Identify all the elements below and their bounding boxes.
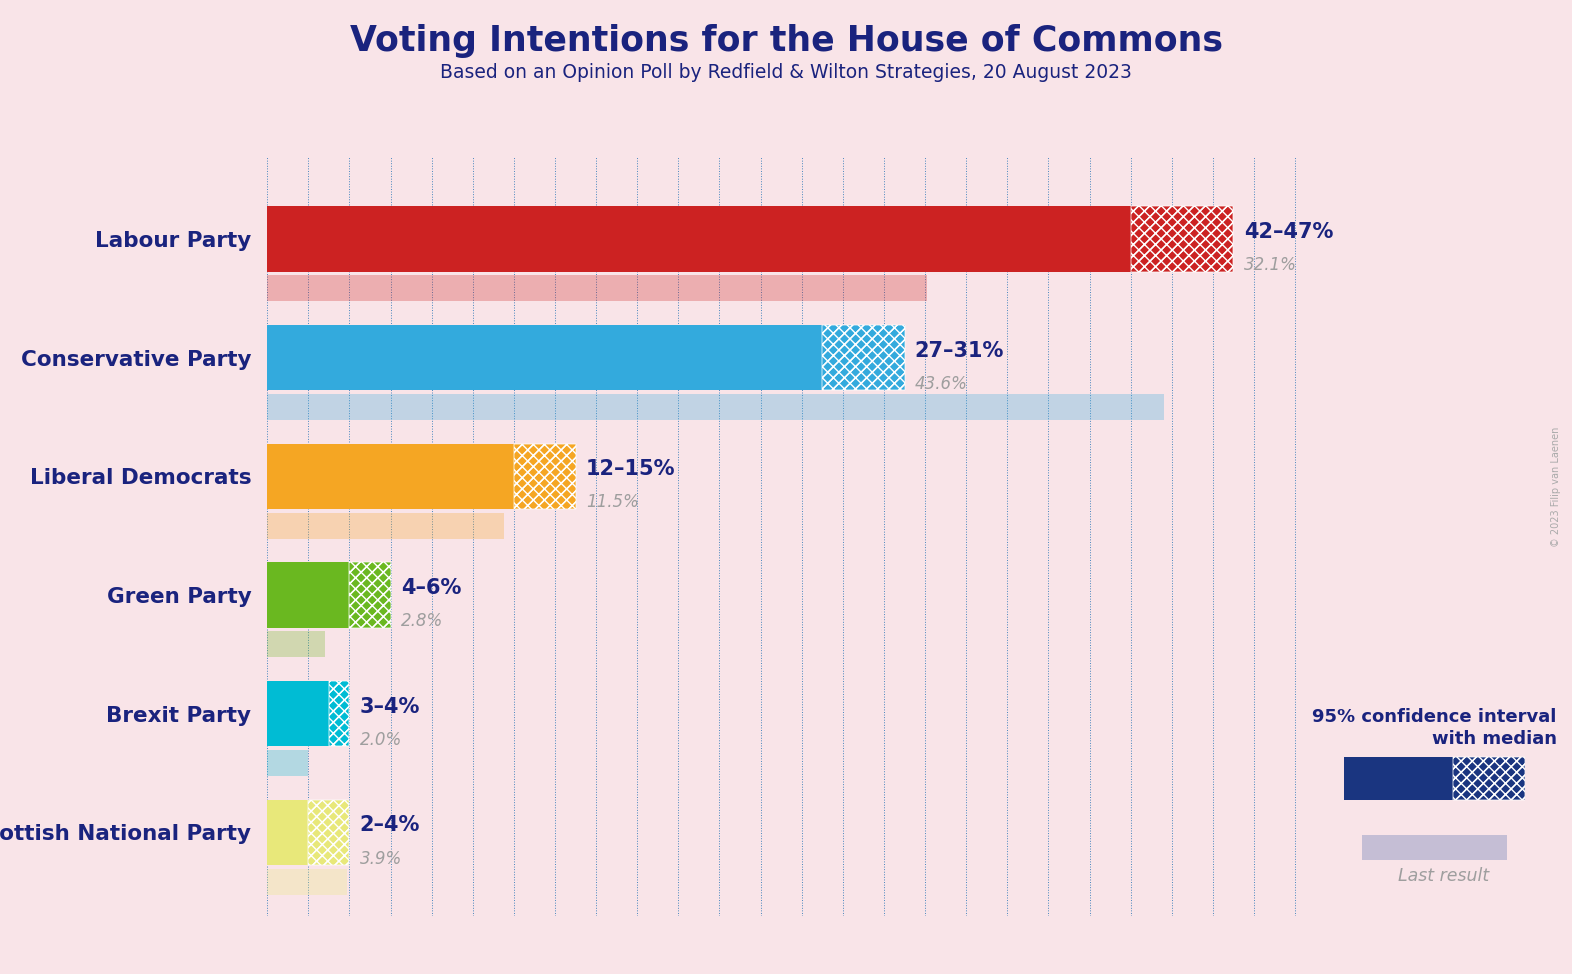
Text: 43.6%: 43.6%: [915, 375, 968, 393]
Bar: [1130, 206, 1234, 272]
Text: Last result: Last result: [1398, 867, 1489, 884]
Bar: [822, 325, 904, 391]
Bar: [308, 800, 349, 865]
Text: 11.5%: 11.5%: [586, 494, 638, 511]
Bar: [267, 800, 308, 865]
Bar: [1453, 757, 1525, 800]
Bar: [267, 325, 822, 391]
Text: 3.9%: 3.9%: [360, 849, 402, 868]
Bar: [329, 681, 349, 746]
Bar: [267, 562, 349, 627]
Text: 12–15%: 12–15%: [586, 459, 676, 479]
Bar: [514, 444, 575, 509]
Bar: [1130, 206, 1234, 272]
Bar: [349, 562, 390, 627]
Text: 2.8%: 2.8%: [401, 613, 443, 630]
Bar: [1130, 206, 1234, 272]
Text: Based on an Opinion Poll by Redfield & Wilton Strategies, 20 August 2023: Based on an Opinion Poll by Redfield & W…: [440, 63, 1132, 83]
Text: 95% confidence interval
with median: 95% confidence interval with median: [1313, 708, 1556, 748]
Bar: [1361, 835, 1506, 860]
Bar: [514, 444, 575, 509]
Text: 32.1%: 32.1%: [1243, 256, 1297, 274]
Bar: [329, 681, 349, 746]
Bar: [267, 512, 503, 539]
Bar: [267, 393, 1163, 420]
Bar: [267, 206, 1130, 272]
Bar: [1453, 757, 1525, 800]
Bar: [329, 681, 349, 746]
Bar: [822, 325, 904, 391]
Text: 2.0%: 2.0%: [360, 730, 402, 749]
Text: 2–4%: 2–4%: [360, 815, 420, 836]
Bar: [267, 869, 347, 895]
Bar: [822, 325, 904, 391]
Bar: [349, 562, 390, 627]
Text: 42–47%: 42–47%: [1243, 222, 1333, 242]
Bar: [267, 631, 325, 657]
Text: 3–4%: 3–4%: [360, 696, 420, 717]
Bar: [267, 750, 308, 776]
Bar: [1344, 757, 1453, 800]
Bar: [349, 562, 390, 627]
Bar: [267, 681, 329, 746]
Text: 4–6%: 4–6%: [401, 578, 461, 598]
Text: Voting Intentions for the House of Commons: Voting Intentions for the House of Commo…: [349, 24, 1223, 58]
Text: © 2023 Filip van Laenen: © 2023 Filip van Laenen: [1552, 427, 1561, 547]
Bar: [308, 800, 349, 865]
Bar: [514, 444, 575, 509]
Text: 27–31%: 27–31%: [915, 341, 1005, 360]
Bar: [267, 275, 927, 301]
Bar: [267, 444, 514, 509]
Bar: [308, 800, 349, 865]
